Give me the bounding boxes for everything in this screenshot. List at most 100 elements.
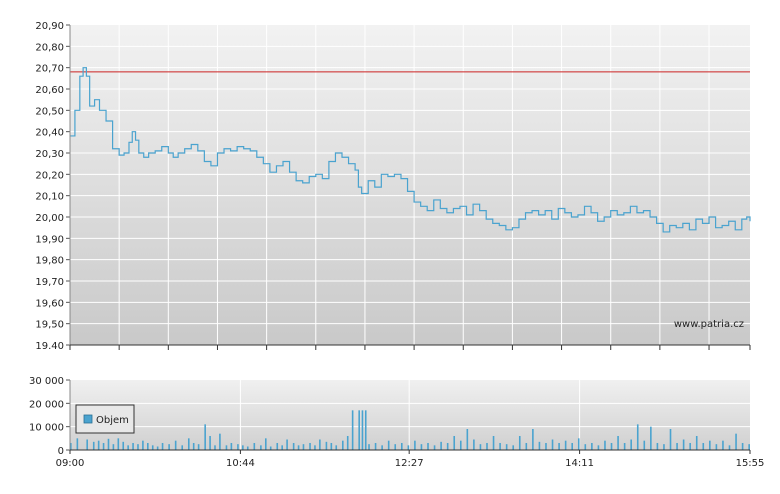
- volume-bar: [604, 440, 606, 450]
- volume-bar: [682, 439, 685, 450]
- price-y-tick-label: 19.40: [35, 341, 64, 352]
- volume-bar: [230, 443, 233, 450]
- volume-bar: [214, 445, 216, 450]
- volume-bar: [361, 410, 364, 450]
- price-series-line: [70, 67, 751, 233]
- volume-bar: [505, 444, 508, 450]
- legend-label: Objem: [96, 415, 129, 426]
- volume-bar: [414, 440, 416, 450]
- volume-bar: [728, 445, 731, 450]
- price-y-tick-label: 20,00: [35, 213, 64, 224]
- volume-bar: [209, 436, 211, 450]
- volume-bar: [342, 440, 344, 450]
- price-y-tick-label: 20,40: [35, 128, 64, 139]
- volume-bar: [643, 440, 646, 450]
- volume-bar: [76, 438, 79, 450]
- volume-bar: [264, 438, 267, 450]
- volume-bar: [433, 445, 436, 450]
- volume-bar: [346, 436, 349, 450]
- price-plot-area: [70, 25, 750, 345]
- volume-bar: [325, 441, 328, 450]
- volume-bar: [156, 446, 159, 450]
- volume-bar: [551, 439, 554, 450]
- volume-bar: [558, 443, 560, 450]
- volume-bar: [102, 443, 105, 450]
- price-y-tick-label: 19,90: [35, 234, 64, 245]
- volume-bar: [127, 445, 129, 450]
- volume-bar: [86, 439, 88, 450]
- volume-bar: [192, 443, 195, 450]
- volume-bar: [650, 426, 652, 450]
- volume-y-tick-label: 10 000: [29, 423, 64, 434]
- price-y-tick-label: 20,90: [35, 21, 64, 32]
- volume-bar: [394, 444, 397, 450]
- volume-bar: [70, 443, 72, 450]
- volume-bar: [364, 410, 367, 450]
- x-tick-label: 12:27: [395, 458, 424, 469]
- volume-bar: [107, 438, 110, 450]
- volume-bar: [400, 443, 403, 450]
- volume-y-tick-label: 30 000: [29, 376, 64, 387]
- volume-bar: [709, 440, 711, 450]
- volume-bar: [577, 438, 580, 450]
- volume-bar: [656, 443, 659, 450]
- watermark: www.patria.cz: [674, 319, 744, 330]
- volume-bar: [617, 436, 619, 450]
- volume-bar: [147, 443, 149, 450]
- volume-bar: [466, 429, 469, 450]
- volume-bar: [735, 433, 737, 450]
- volume-bar: [715, 444, 718, 450]
- volume-bar: [584, 444, 587, 450]
- volume-bar: [246, 446, 249, 450]
- volume-bar: [302, 444, 305, 450]
- volume-bar: [276, 443, 279, 450]
- legend: Objem: [75, 404, 135, 434]
- volume-bar: [197, 444, 200, 450]
- price-y-tick-label: 19,50: [35, 320, 64, 331]
- volume-bar: [269, 446, 272, 450]
- price-y-tick-label: 20,10: [35, 192, 64, 203]
- volume-bar: [748, 444, 750, 450]
- volume-bar: [597, 445, 600, 450]
- volume-bar: [237, 444, 239, 450]
- volume-bar: [525, 443, 528, 450]
- volume-bar: [636, 424, 639, 450]
- volume-bar: [97, 440, 100, 450]
- x-tick-label: 09:00: [56, 458, 85, 469]
- volume-bar: [309, 443, 311, 450]
- volume-bar: [351, 410, 354, 450]
- volume-bar: [676, 443, 678, 450]
- volume-bar: [538, 441, 541, 450]
- volume-bar: [242, 445, 244, 450]
- volume-bar: [204, 424, 206, 450]
- price-y-tick-label: 19,80: [35, 256, 64, 267]
- volume-bar: [499, 443, 501, 450]
- volume-bar: [695, 436, 698, 450]
- volume-bar: [427, 443, 429, 450]
- volume-bar: [689, 443, 691, 450]
- volume-bar: [610, 443, 613, 450]
- volume-bar: [319, 439, 321, 450]
- volume-bar: [92, 441, 95, 450]
- volume-bar: [253, 443, 256, 450]
- volume-bar: [473, 439, 475, 450]
- volume-bar: [117, 438, 120, 450]
- volume-bar: [571, 443, 573, 450]
- price-y-tick-label: 20,80: [35, 42, 64, 53]
- volume-y-tick-label: 20 000: [29, 399, 64, 410]
- volume-bar: [532, 429, 534, 450]
- volume-bar: [297, 445, 300, 450]
- x-tick-label: 10:44: [226, 458, 255, 469]
- volume-bar: [702, 443, 705, 450]
- volume-bar: [137, 444, 139, 450]
- volume-bar: [420, 444, 423, 450]
- volume-bar: [407, 445, 410, 450]
- volume-bar: [564, 440, 567, 450]
- volume-bar: [446, 443, 449, 450]
- volume-bar: [132, 443, 134, 450]
- volume-bar: [122, 441, 125, 450]
- price-y-tick-label: 20,50: [35, 106, 64, 117]
- volume-bar: [151, 445, 154, 450]
